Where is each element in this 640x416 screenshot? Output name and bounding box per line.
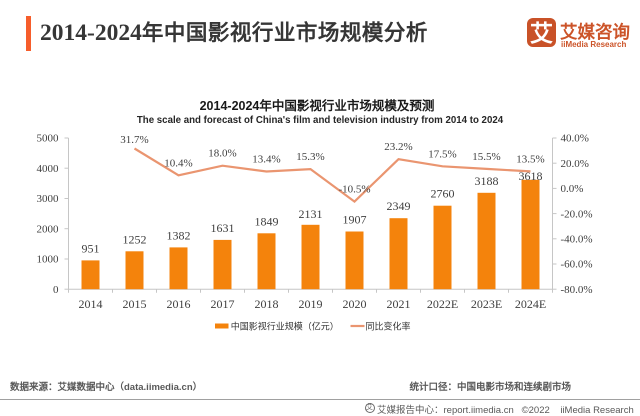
svg-text:2349: 2349 [387,199,411,213]
svg-text:1849: 1849 [255,214,279,228]
svg-text:0.0%: 0.0% [561,183,584,195]
svg-text:2016: 2016 [167,297,191,311]
svg-text:1252: 1252 [123,232,147,246]
svg-text:23.2%: 23.2% [384,141,412,153]
svg-text:13.4%: 13.4% [252,154,280,166]
svg-text:3618: 3618 [519,169,543,183]
svg-text:1000: 1000 [37,254,60,266]
svg-text:31.7%: 31.7% [120,134,148,146]
svg-text:2020: 2020 [343,297,367,311]
svg-text:15.3%: 15.3% [296,151,324,163]
svg-text:2022E: 2022E [427,297,458,311]
svg-text:2017: 2017 [211,297,235,311]
svg-text:15.5%: 15.5% [472,151,500,163]
svg-text:5000: 5000 [37,133,60,145]
svg-text:1382: 1382 [167,228,191,242]
svg-text:-80.0%: -80.0% [561,284,593,296]
svg-text:13.5%: 13.5% [516,153,544,165]
svg-text:2760: 2760 [431,187,455,201]
svg-text:3188: 3188 [475,174,499,188]
svg-text:1631: 1631 [211,221,235,235]
svg-text:2019: 2019 [299,297,323,311]
svg-text:-10.5%: -10.5% [338,183,370,195]
svg-text:-20.0%: -20.0% [561,208,593,220]
svg-text:2015: 2015 [123,297,147,311]
svg-text:-40.0%: -40.0% [561,234,593,246]
svg-text:2014: 2014 [79,297,103,311]
svg-text:3000: 3000 [37,193,60,205]
svg-text:2021: 2021 [387,297,411,311]
svg-text:40.0%: 40.0% [561,133,589,145]
svg-text:18.0%: 18.0% [208,148,236,160]
svg-text:1907: 1907 [343,213,367,227]
svg-text:2024E: 2024E [515,297,546,311]
svg-text:4000: 4000 [37,163,60,175]
svg-text:同比变化率: 同比变化率 [366,321,411,332]
svg-text:-60.0%: -60.0% [561,259,593,271]
svg-text:2018: 2018 [255,297,279,311]
svg-text:2131: 2131 [299,207,323,221]
svg-text:2000: 2000 [37,223,60,235]
svg-text:中国影视行业规模（亿元）: 中国影视行业规模（亿元） [231,321,339,332]
svg-text:951: 951 [82,241,100,255]
svg-text:17.5%: 17.5% [428,148,456,160]
svg-text:20.0%: 20.0% [561,158,589,170]
svg-text:2023E: 2023E [471,297,502,311]
svg-text:0: 0 [53,284,59,296]
svg-text:10.4%: 10.4% [164,157,192,169]
